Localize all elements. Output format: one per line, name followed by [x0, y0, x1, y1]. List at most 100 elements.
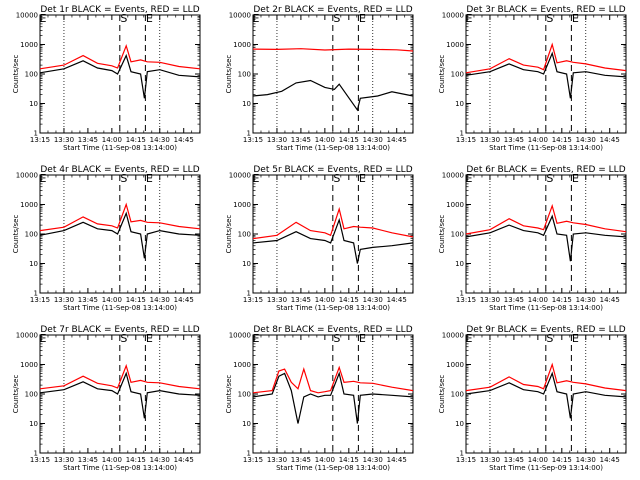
marker-label-s: S — [120, 172, 127, 185]
x-tick-label: 14:45 — [600, 136, 620, 144]
x-tick-label: 13:30 — [480, 456, 500, 464]
marker-label-s: S — [546, 332, 553, 345]
marker-label-e: E — [146, 332, 153, 345]
y-axis-label: Counts/sec — [12, 375, 20, 414]
x-tick-label: 13:15 — [243, 296, 263, 304]
y-tick-label: 1000 — [446, 361, 464, 369]
panel-2: Det 2r BLACK = Events, RED = LLD 1 10 100 10… — [225, 5, 414, 152]
x-axis-label: Start Time (11-Sep-08 13:14:00) — [276, 304, 390, 312]
y-axis-label: Counts/sec — [225, 215, 233, 254]
series-lld-line — [252, 365, 414, 394]
x-tick-label: 14:45 — [174, 296, 194, 304]
x-tick-label: 14:00 — [528, 296, 548, 304]
y-tick-label: 100 — [25, 71, 38, 79]
marker-label-e: E — [572, 332, 579, 345]
x-tick-label: 13:45 — [504, 456, 524, 464]
y-tick-label: 10000 — [229, 12, 251, 20]
y-axis-label: Counts/sec — [12, 215, 20, 254]
y-tick-label: 1000 — [20, 201, 38, 209]
y-tick-label: 1 — [34, 450, 38, 458]
panel-title: Det 1r BLACK = Events, RED = LLD — [40, 5, 199, 15]
marker-label-e-start: E — [253, 172, 260, 185]
x-tick-label: 14:15 — [339, 136, 359, 144]
x-tick-label: 13:45 — [78, 296, 98, 304]
marker-label-e: E — [146, 172, 153, 185]
marker-label-e-start: E — [40, 172, 47, 185]
x-tick-label: 14:45 — [387, 296, 407, 304]
x-axis-label: Start Time (11-Sep-08 13:14:00) — [63, 304, 177, 312]
x-tick-label: 13:45 — [504, 136, 524, 144]
x-axis-label: Start Time (11-Sep-08 13:14:00) — [489, 144, 603, 152]
marker-label-e: E — [359, 172, 366, 185]
x-tick-label: 14:30 — [363, 456, 383, 464]
x-tick-label: 14:30 — [150, 136, 170, 144]
series-events-line — [465, 214, 627, 262]
y-tick-label: 1 — [247, 450, 251, 458]
marker-label-s: S — [333, 172, 340, 185]
x-tick-label: 13:15 — [243, 456, 263, 464]
y-tick-label: 10 — [242, 420, 251, 428]
x-tick-label: 14:15 — [339, 296, 359, 304]
panel-title: Det 4r BLACK = Events, RED = LLD — [40, 165, 199, 175]
y-tick-label: 10 — [242, 100, 251, 108]
x-tick-label: 14:00 — [528, 456, 548, 464]
y-tick-label: 1000 — [20, 41, 38, 49]
panel-title: Det 8r BLACK = Events, RED = LLD — [253, 325, 412, 335]
y-axis-label: Counts/sec — [438, 375, 446, 414]
y-tick-label: 10 — [29, 420, 38, 428]
y-tick-label: 1 — [34, 130, 38, 138]
marker-label-e: E — [359, 12, 366, 25]
x-tick-label: 13:15 — [30, 136, 50, 144]
x-tick-label: 14:15 — [552, 136, 572, 144]
x-tick-label: 13:30 — [480, 136, 500, 144]
series-events-line — [252, 217, 414, 264]
x-tick-label: 13:30 — [54, 456, 74, 464]
x-axis-label: Start Time (11-Sep-08 13:14:00) — [63, 144, 177, 152]
x-tick-label: 14:15 — [339, 456, 359, 464]
y-axis-label: Counts/sec — [225, 375, 233, 414]
x-tick-label: 14:15 — [126, 456, 146, 464]
marker-label-s: S — [546, 12, 553, 25]
y-tick-label: 1 — [460, 450, 464, 458]
marker-label-s: S — [333, 332, 340, 345]
x-axis-label: Start Time (11-Sep-08 13:14:00) — [276, 144, 390, 152]
y-tick-label: 1000 — [233, 361, 251, 369]
x-tick-label: 13:30 — [267, 136, 287, 144]
x-tick-label: 13:30 — [54, 296, 74, 304]
marker-label-e-start: E — [466, 332, 473, 345]
y-tick-label: 10 — [455, 260, 464, 268]
x-tick-label: 14:15 — [126, 296, 146, 304]
marker-label-e-start: E — [466, 172, 473, 185]
x-tick-label: 13:15 — [30, 456, 50, 464]
x-tick-label: 13:45 — [291, 296, 311, 304]
marker-label-e: E — [572, 172, 579, 185]
y-tick-label: 100 — [451, 71, 464, 79]
x-tick-label: 14:45 — [174, 136, 194, 144]
x-tick-label: 13:15 — [243, 136, 263, 144]
y-tick-label: 100 — [25, 231, 38, 239]
panel-8: Det 8r BLACK = Events, RED = LLD 1 10 100 10… — [225, 325, 414, 472]
series-lld-line — [252, 48, 414, 52]
x-tick-label: 14:30 — [576, 456, 596, 464]
series-events-line — [465, 371, 627, 419]
x-tick-label: 13:30 — [480, 296, 500, 304]
panel-title: Det 5r BLACK = Events, RED = LLD — [253, 165, 412, 175]
marker-label-s: S — [546, 172, 553, 185]
y-tick-label: 100 — [238, 71, 251, 79]
x-tick-label: 14:00 — [315, 296, 335, 304]
series-lld-line — [39, 202, 201, 232]
marker-label-e: E — [572, 12, 579, 25]
x-tick-label: 14:15 — [126, 136, 146, 144]
x-tick-label: 14:00 — [528, 136, 548, 144]
y-tick-label: 10 — [29, 100, 38, 108]
x-tick-label: 13:45 — [291, 456, 311, 464]
y-tick-label: 1 — [460, 130, 464, 138]
y-tick-label: 1000 — [446, 41, 464, 49]
marker-label-e: E — [146, 12, 153, 25]
marker-label-e-start: E — [253, 332, 260, 345]
x-tick-label: 14:30 — [363, 296, 383, 304]
x-axis-label: Start Time (11-Sep-08 13:14:00) — [489, 304, 603, 312]
series-events-line — [39, 371, 201, 419]
marker-label-s: S — [333, 12, 340, 25]
x-axis-label: Start Time (11-Sep-09 13:14:00) — [489, 464, 603, 472]
